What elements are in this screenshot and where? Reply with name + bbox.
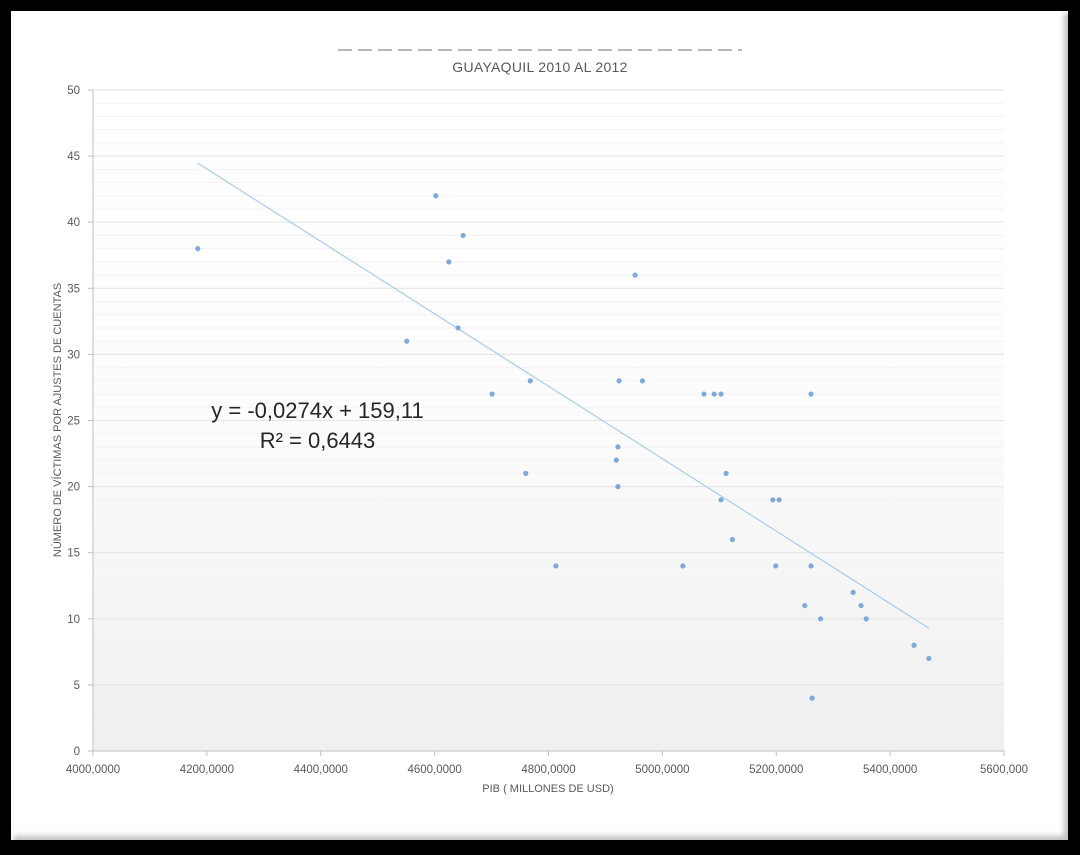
x-tick-label: 4600,0000 [407,764,461,776]
data-point [615,484,621,490]
x-tick-label: 4800,0000 [521,764,575,776]
y-tick-label: 20 [67,482,80,494]
data-point [863,616,869,622]
y-tick-label: 5 [74,680,80,692]
x-tick-label: 5600,000 [980,764,1028,776]
x-tick-label: 4400,0000 [294,764,348,776]
y-tick-label: 35 [67,283,80,295]
x-axis-ticks: 4000,0000 4200,0000 4400,0000 4600,0000 4800… [66,751,1028,776]
data-point [718,391,724,397]
data-point [455,325,461,331]
data-point [818,616,824,622]
y-tick-label: 40 [67,217,80,229]
data-point [858,602,864,609]
data-point [680,563,686,569]
x-tick-label: 5400,0000 [863,764,917,776]
data-point [911,642,917,648]
data-point [446,259,452,265]
chart-title: GUAYAQUIL 2010 AL 2012 [452,59,628,75]
data-point [850,589,856,595]
r-squared-text: R² = 0,6443 [259,428,376,453]
data-point [701,391,707,397]
data-point [773,563,779,569]
data-point [729,536,736,543]
x-tick-label: 5200,0000 [749,764,803,776]
data-point [523,470,529,476]
x-tick-label: 4200,0000 [180,764,234,776]
data-point [613,457,619,463]
y-tick-label: 0 [74,746,80,758]
x-tick-label: 4000,0000 [66,764,120,776]
data-point [808,563,814,569]
data-point [460,232,466,239]
x-axis-title: PIB ( MILLONES DE USD) [482,783,613,795]
y-tick-label: 10 [67,614,80,626]
equation-text: y = -0,0274x + 159,11 [211,398,424,423]
y-axis-ticks: 0 5 10 15 20 25 30 35 40 45 50 [67,85,93,758]
trendline-equation: y = -0,0274x + 159,11 R² = 0,6443 [160,396,475,456]
data-point [616,378,622,384]
data-point [639,378,646,384]
chart-title-line1-clipped [338,47,742,51]
data-point [433,193,439,199]
data-point [776,497,782,503]
data-point [615,444,621,450]
y-axis-title: NÚMERO DE VÍCTIMAS POR AJUSTES DE CUENTA… [51,283,64,557]
y-tick-label: 50 [67,85,80,97]
minor-gridlines [93,102,1004,739]
data-point [527,378,533,384]
x-tick-label: 5000,0000 [635,764,689,776]
trendline [197,162,930,629]
data-point [711,391,717,397]
data-point [808,391,814,397]
y-tick-label: 25 [67,416,80,428]
y-tick-label: 45 [67,151,80,163]
data-point [489,391,495,397]
major-gridlines [93,89,1004,686]
data-point [809,695,815,701]
data-point [195,246,201,252]
y-tick-label: 30 [67,349,80,361]
data-point [723,470,729,476]
data-point [718,497,724,503]
data-point [770,497,776,503]
data-points [195,193,932,701]
data-point [926,655,932,662]
data-point [404,338,410,344]
data-point [553,563,559,569]
data-point [802,602,808,609]
y-tick-label: 15 [67,548,80,560]
data-point [632,272,638,278]
